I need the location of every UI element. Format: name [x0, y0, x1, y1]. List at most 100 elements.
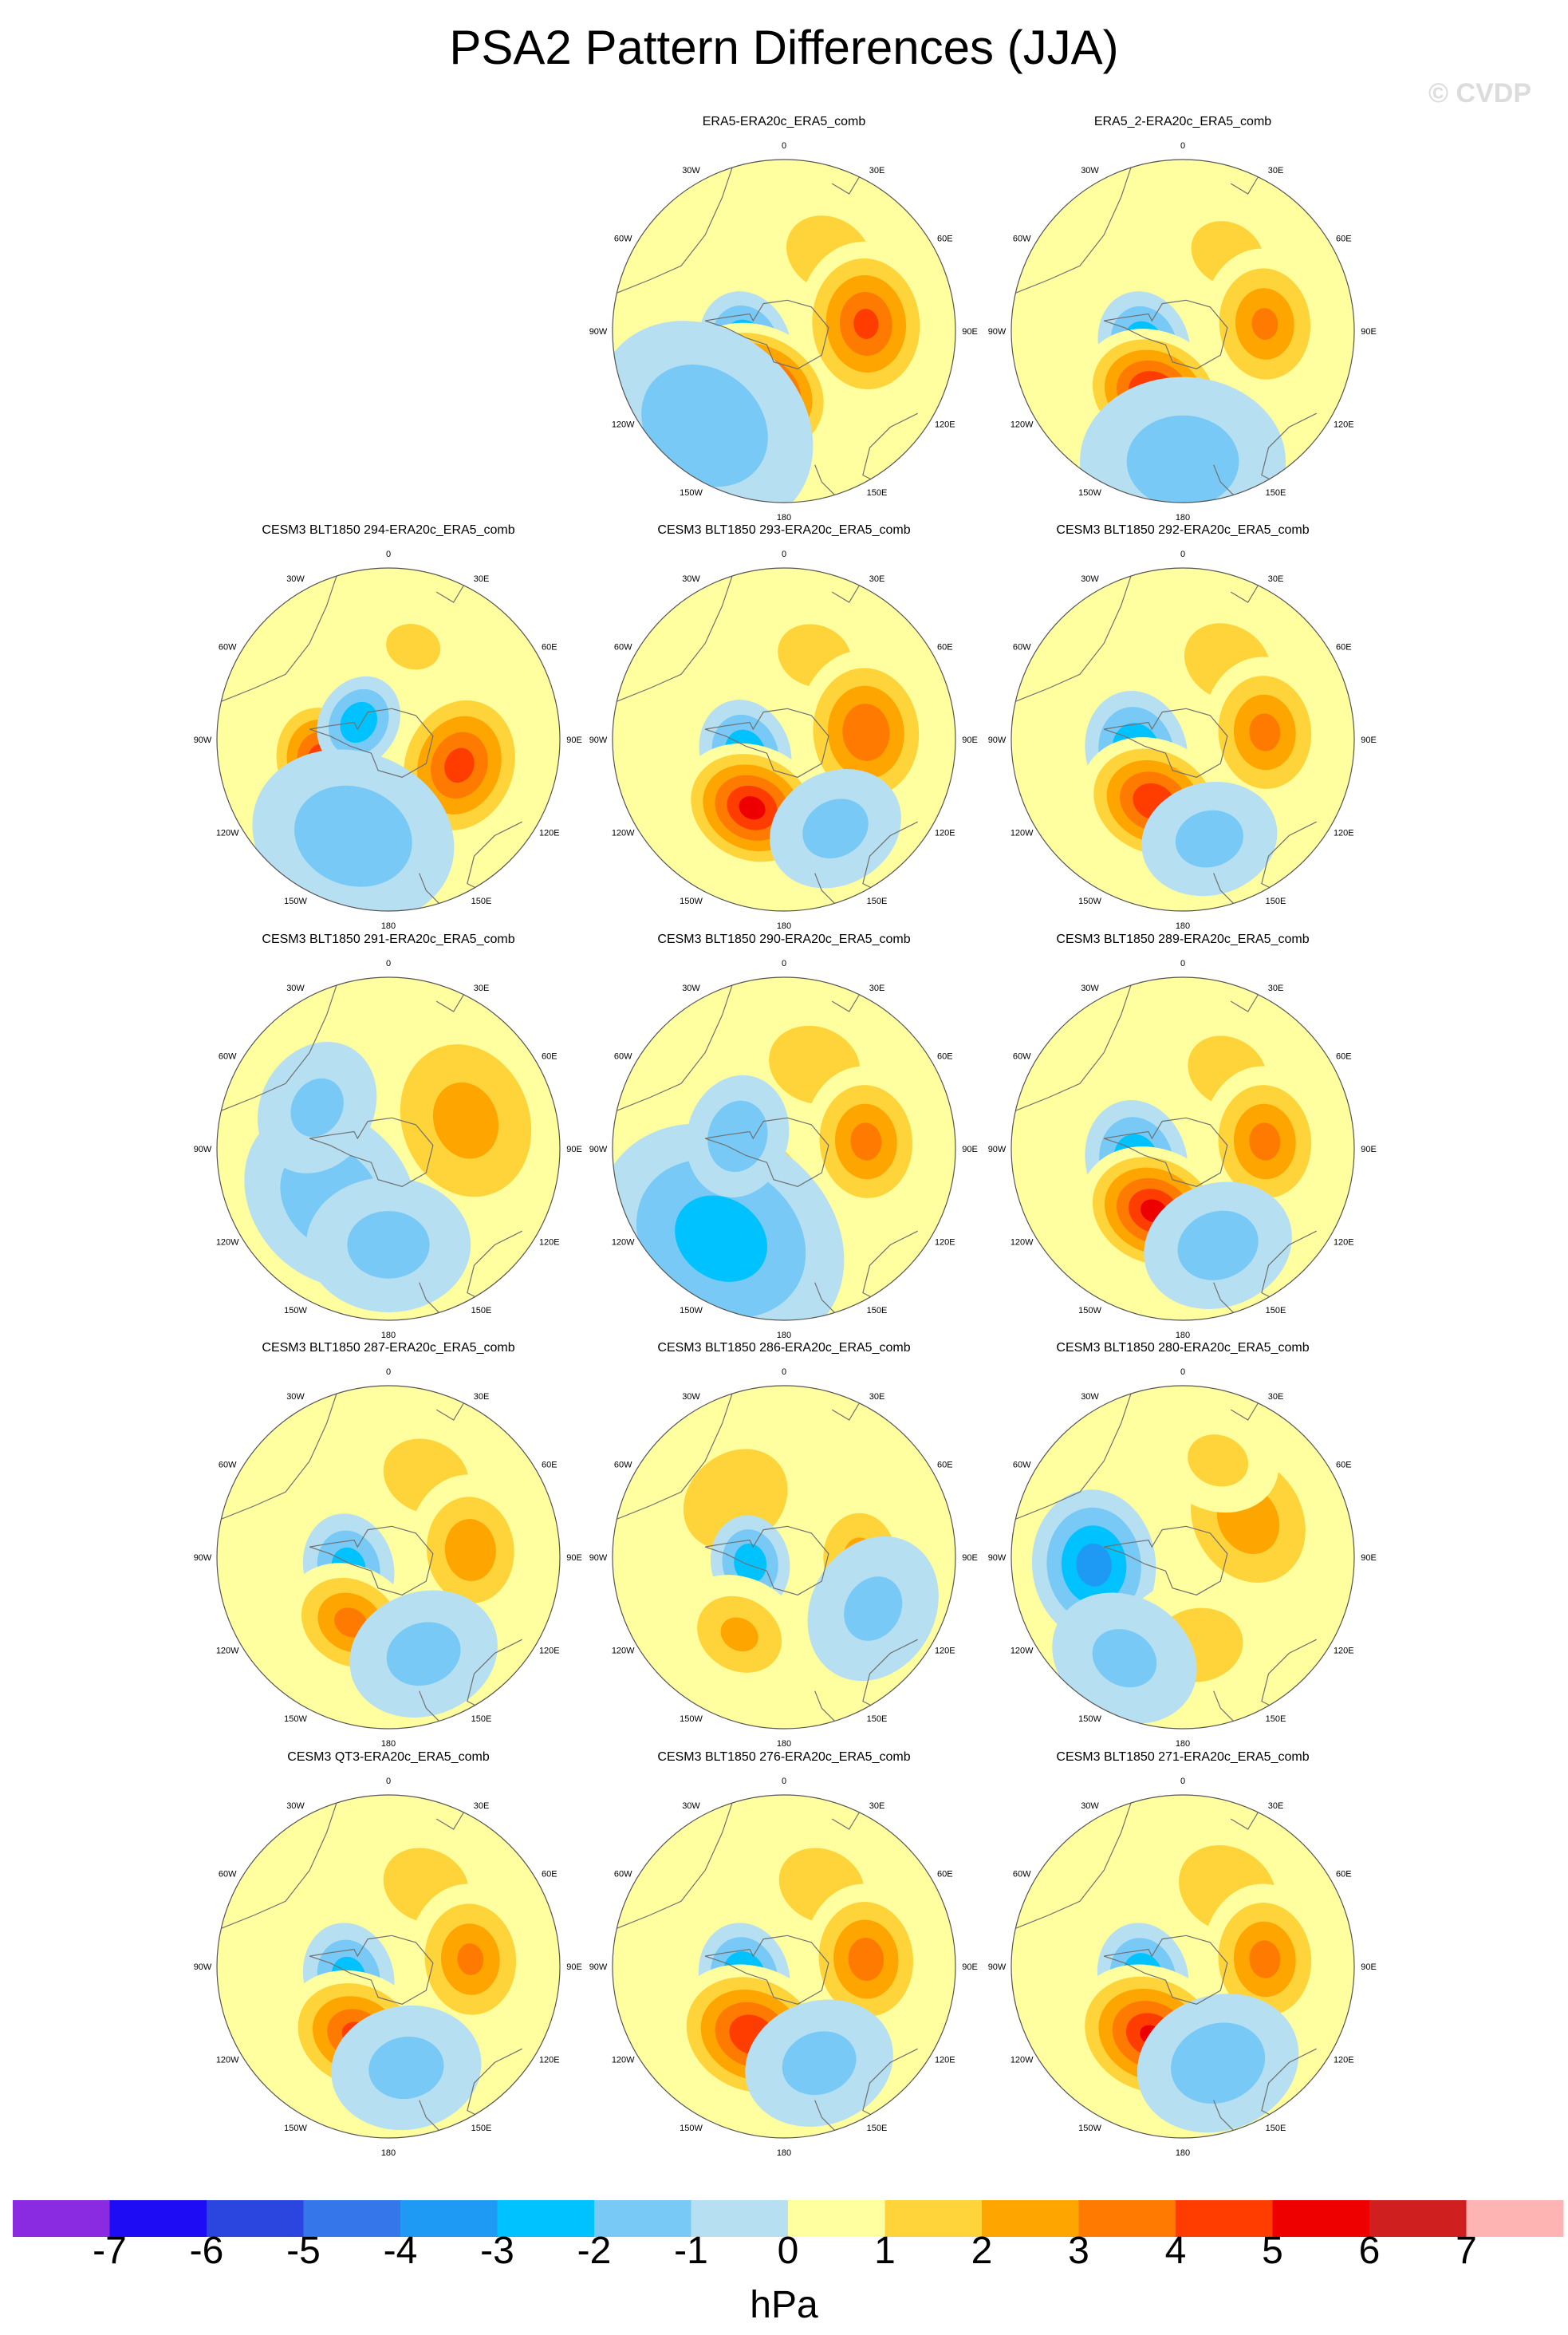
longitude-label: 60W — [219, 1870, 237, 1879]
longitude-label: 120E — [1334, 1238, 1354, 1248]
longitude-label: 30E — [474, 1392, 490, 1402]
longitude-label: 90W — [589, 1553, 608, 1563]
contour-level — [1249, 1122, 1281, 1161]
contour-level — [641, 364, 768, 487]
coastline — [704, 708, 829, 778]
coastline — [1103, 1935, 1228, 2005]
longitude-label: 60W — [614, 1461, 632, 1470]
longitude-label: 0 — [1180, 959, 1185, 968]
longitude-label: 180 — [1176, 1739, 1190, 1749]
longitude-label: 150W — [1078, 1306, 1101, 1315]
pressure-field — [613, 160, 955, 503]
coastline — [309, 708, 434, 778]
coastline — [814, 2100, 836, 2132]
colorbar-tick-label: -1 — [674, 2230, 708, 2272]
pressure-field — [217, 1386, 560, 1729]
longitude-label: 150E — [471, 1714, 492, 1724]
longitude-label: 90E — [1361, 327, 1377, 337]
contour-level — [290, 1078, 344, 1138]
longitude-label: 30W — [682, 984, 700, 993]
pressure-field — [613, 1386, 955, 1729]
longitude-label: 150W — [680, 488, 703, 498]
longitude-label: 60E — [1336, 1052, 1352, 1062]
longitude-label: 60E — [542, 1870, 557, 1879]
longitude-label: 30W — [1081, 1801, 1099, 1811]
coastline — [1103, 1525, 1228, 1595]
longitude-label: 90W — [589, 327, 608, 337]
contour-level — [842, 704, 890, 761]
longitude-label: 60E — [937, 1870, 953, 1879]
map-frame — [612, 1794, 956, 2139]
coastline — [1213, 2100, 1235, 2132]
longitude-label: 120E — [539, 1647, 560, 1656]
pressure-field — [1011, 160, 1354, 503]
longitude-label: 150W — [284, 1306, 307, 1315]
map-frame — [216, 1794, 561, 2139]
longitude-label: 30E — [1268, 1392, 1284, 1402]
coastline — [814, 1690, 836, 1722]
coastline — [419, 2100, 440, 2132]
pressure-field — [1011, 568, 1354, 911]
map-panel: CESM3 BLT1850 276-ERA20c_ERA5_comb 0 30E 60… — [589, 1750, 978, 2158]
coastline — [616, 574, 734, 703]
contour-level — [1188, 1434, 1249, 1487]
coastline — [616, 166, 734, 294]
contour-level — [1249, 713, 1281, 751]
longitude-label: 150E — [867, 488, 888, 498]
longitude-label: 0 — [782, 959, 786, 968]
panel-title: ERA5-ERA20c_ERA5_comb — [703, 115, 866, 128]
longitude-label: 90W — [589, 1962, 608, 1972]
map-panel: CESM3 BLT1850 291-ERA20c_ERA5_comb 0 30E 60… — [194, 933, 582, 1340]
longitude-label: 30E — [1268, 984, 1284, 993]
contour-level — [844, 1576, 903, 1641]
longitude-label: 60E — [1336, 235, 1352, 244]
contour-level — [1171, 2022, 1266, 2104]
longitude-label: 90E — [962, 1553, 978, 1563]
longitude-label: 120E — [1334, 2056, 1354, 2065]
contour-level — [347, 1211, 430, 1279]
longitude-label: 60E — [542, 1052, 557, 1062]
longitude-label: 0 — [386, 1367, 391, 1377]
colorbar-swatch — [497, 2200, 595, 2237]
longitude-label: 150E — [1266, 1306, 1286, 1315]
colorbar-tick-label: 7 — [1456, 2230, 1477, 2272]
coastline — [704, 299, 829, 369]
panel-title: CESM3 BLT1850 292-ERA20c_ERA5_comb — [1056, 523, 1309, 537]
map-frame — [1011, 976, 1355, 1321]
map-frame — [612, 567, 956, 912]
longitude-label: 120W — [1011, 1238, 1034, 1248]
coastline — [1014, 984, 1133, 1112]
coastline — [1103, 1117, 1228, 1187]
longitude-label: 120W — [612, 1238, 635, 1248]
longitude-label: 150W — [1078, 2124, 1101, 2133]
coastline — [220, 1801, 338, 1930]
longitude-label: 60E — [937, 235, 953, 244]
longitude-label: 180 — [1176, 513, 1190, 523]
colorbar-swatch — [1466, 2200, 1564, 2237]
longitude-label: 60E — [542, 643, 557, 653]
coastline — [704, 1117, 829, 1187]
longitude-label: 90W — [194, 1145, 212, 1154]
longitude-label: 30W — [682, 1801, 700, 1811]
longitude-label: 30E — [869, 1392, 885, 1402]
panel-title: CESM3 BLT1850 287-ERA20c_ERA5_comb — [262, 1341, 514, 1355]
longitude-label: 30E — [869, 1801, 885, 1811]
longitude-label: 30W — [286, 574, 305, 584]
contour-level — [1177, 1210, 1259, 1280]
longitude-label: 150W — [680, 1306, 703, 1315]
longitude-label: 150E — [1266, 897, 1286, 906]
longitude-label: 180 — [381, 921, 396, 931]
pressure-field — [613, 977, 955, 1320]
panel-title: CESM3 BLT1850 294-ERA20c_ERA5_comb — [262, 523, 514, 537]
longitude-label: 180 — [381, 2148, 396, 2158]
map-frame — [1011, 159, 1355, 503]
colorbar-swatch — [788, 2200, 885, 2237]
contour-level — [1249, 1940, 1281, 1978]
longitude-label: 60W — [219, 1461, 237, 1470]
colorbar-tick-label: 1 — [874, 2230, 896, 2272]
longitude-label: 90W — [988, 1145, 1007, 1154]
coastline — [616, 1392, 734, 1521]
panel-title: CESM3 BLT1850 271-ERA20c_ERA5_comb — [1056, 1750, 1309, 1764]
map-frame — [216, 1385, 561, 1730]
